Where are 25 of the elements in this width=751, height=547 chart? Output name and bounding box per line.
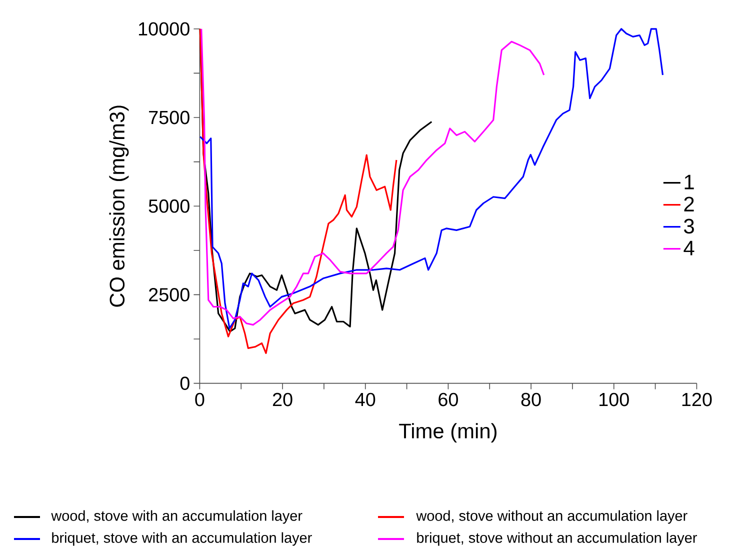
text: wood, stove with an accumulation layer: [51, 510, 302, 524]
y-tick-label: 2500: [149, 288, 190, 302]
y-tick-label: 0: [180, 376, 190, 390]
y-tick-label: 7500: [149, 110, 190, 124]
x-tick-label: 100: [600, 392, 629, 406]
x-tick-label: 60: [438, 392, 458, 406]
x-tick-label: 20: [272, 392, 292, 406]
x-tick-label: 80: [521, 392, 541, 406]
y-tick-label: 10000: [138, 22, 190, 36]
legend-label: 1: [684, 174, 694, 190]
legend-label: 2: [684, 196, 694, 212]
line-series: [199, 28, 664, 330]
text: briquet, stove without an accumulation layer: [417, 532, 697, 546]
x-axis-title: Time (min): [399, 423, 496, 443]
legend-label: 4: [684, 240, 694, 256]
x-tick-label: 120: [682, 392, 712, 406]
text: briquet, stove with an accumulation layer: [52, 532, 312, 546]
x-tick-label: 40: [355, 392, 376, 406]
line-series: [199, 28, 398, 354]
text: wood, stove without an accumulation layer: [416, 510, 688, 524]
line-series: [200, 28, 545, 326]
y-axis-title: CO emission (mg/m3): [109, 106, 129, 307]
y-tick-label: 5000: [148, 199, 190, 213]
legend-label: 3: [684, 218, 694, 234]
x-tick-label: 0: [195, 392, 204, 406]
